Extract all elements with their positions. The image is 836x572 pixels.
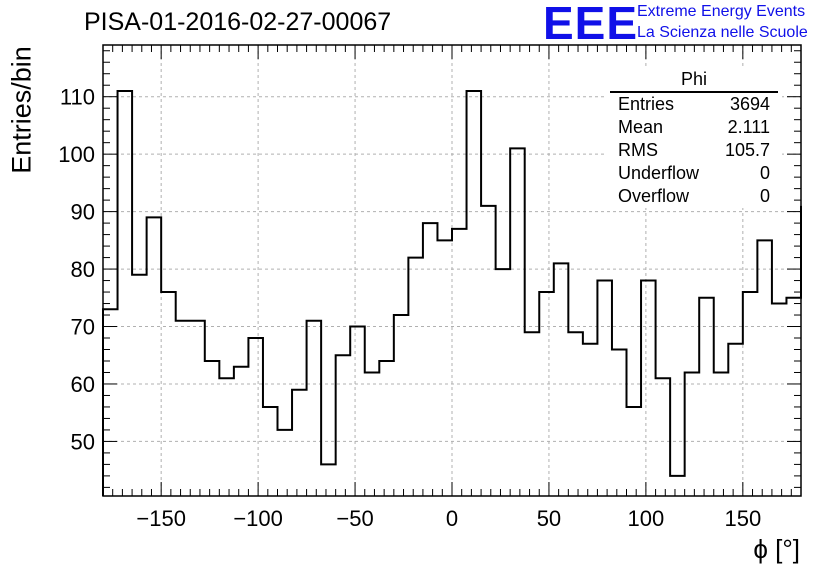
x-tick-label: −150 xyxy=(136,506,186,531)
stats-title: Phi xyxy=(610,68,778,93)
y-tick-label: 60 xyxy=(71,372,95,397)
x-tick-label: 100 xyxy=(628,506,665,531)
stats-label: RMS xyxy=(618,140,658,160)
y-tick-label: 70 xyxy=(71,315,95,340)
histogram-series xyxy=(102,89,802,496)
stats-label: Entries xyxy=(618,94,675,114)
stats-row-entries: Entries 3694 xyxy=(610,93,778,116)
logo-text-line2: La Scienza nelle Scuole xyxy=(637,24,808,41)
eee-logo: EEE xyxy=(543,0,639,49)
y-tick-label: 50 xyxy=(71,429,95,454)
x-tick-label: −50 xyxy=(336,506,373,531)
stats-row-mean: Mean 2.111 xyxy=(610,116,778,139)
y-tick-label: 110 xyxy=(60,85,95,110)
x-axis-label: ϕ [°] xyxy=(753,534,800,564)
stats-box: Phi Entries 3694 Mean 2.111 RMS 105.7 Un… xyxy=(610,68,778,208)
y-tick-label: 80 xyxy=(71,257,95,282)
stats-row-rms: RMS 105.7 xyxy=(610,139,778,162)
stats-value: 0 xyxy=(759,163,770,183)
y-axis-label: Entries/bin xyxy=(6,46,37,174)
stats-box-background xyxy=(606,66,782,208)
stats-value: 3694 xyxy=(729,94,770,114)
x-tick-label: −100 xyxy=(233,506,283,531)
stats-row-underflow: Underflow 0 xyxy=(610,162,778,185)
stats-value: 105.7 xyxy=(724,140,770,160)
logo-text-line1: Extreme Energy Events xyxy=(637,3,806,20)
y-tick-label: 90 xyxy=(71,200,95,225)
stats-value: 0 xyxy=(759,186,770,206)
stats-label: Overflow xyxy=(618,186,690,206)
x-tick-label: 50 xyxy=(537,506,561,531)
stats-value: 2.111 xyxy=(727,117,770,137)
x-tick-label: 150 xyxy=(724,506,761,531)
chart-title: PISA-01-2016-02-27-00067 xyxy=(84,8,392,36)
stats-row-overflow: Overflow 0 xyxy=(610,185,778,208)
y-tick-label: 100 xyxy=(58,142,95,167)
stats-label: Mean xyxy=(618,117,664,137)
x-tick-label: 0 xyxy=(446,506,458,531)
stats-label: Underflow xyxy=(618,163,700,183)
